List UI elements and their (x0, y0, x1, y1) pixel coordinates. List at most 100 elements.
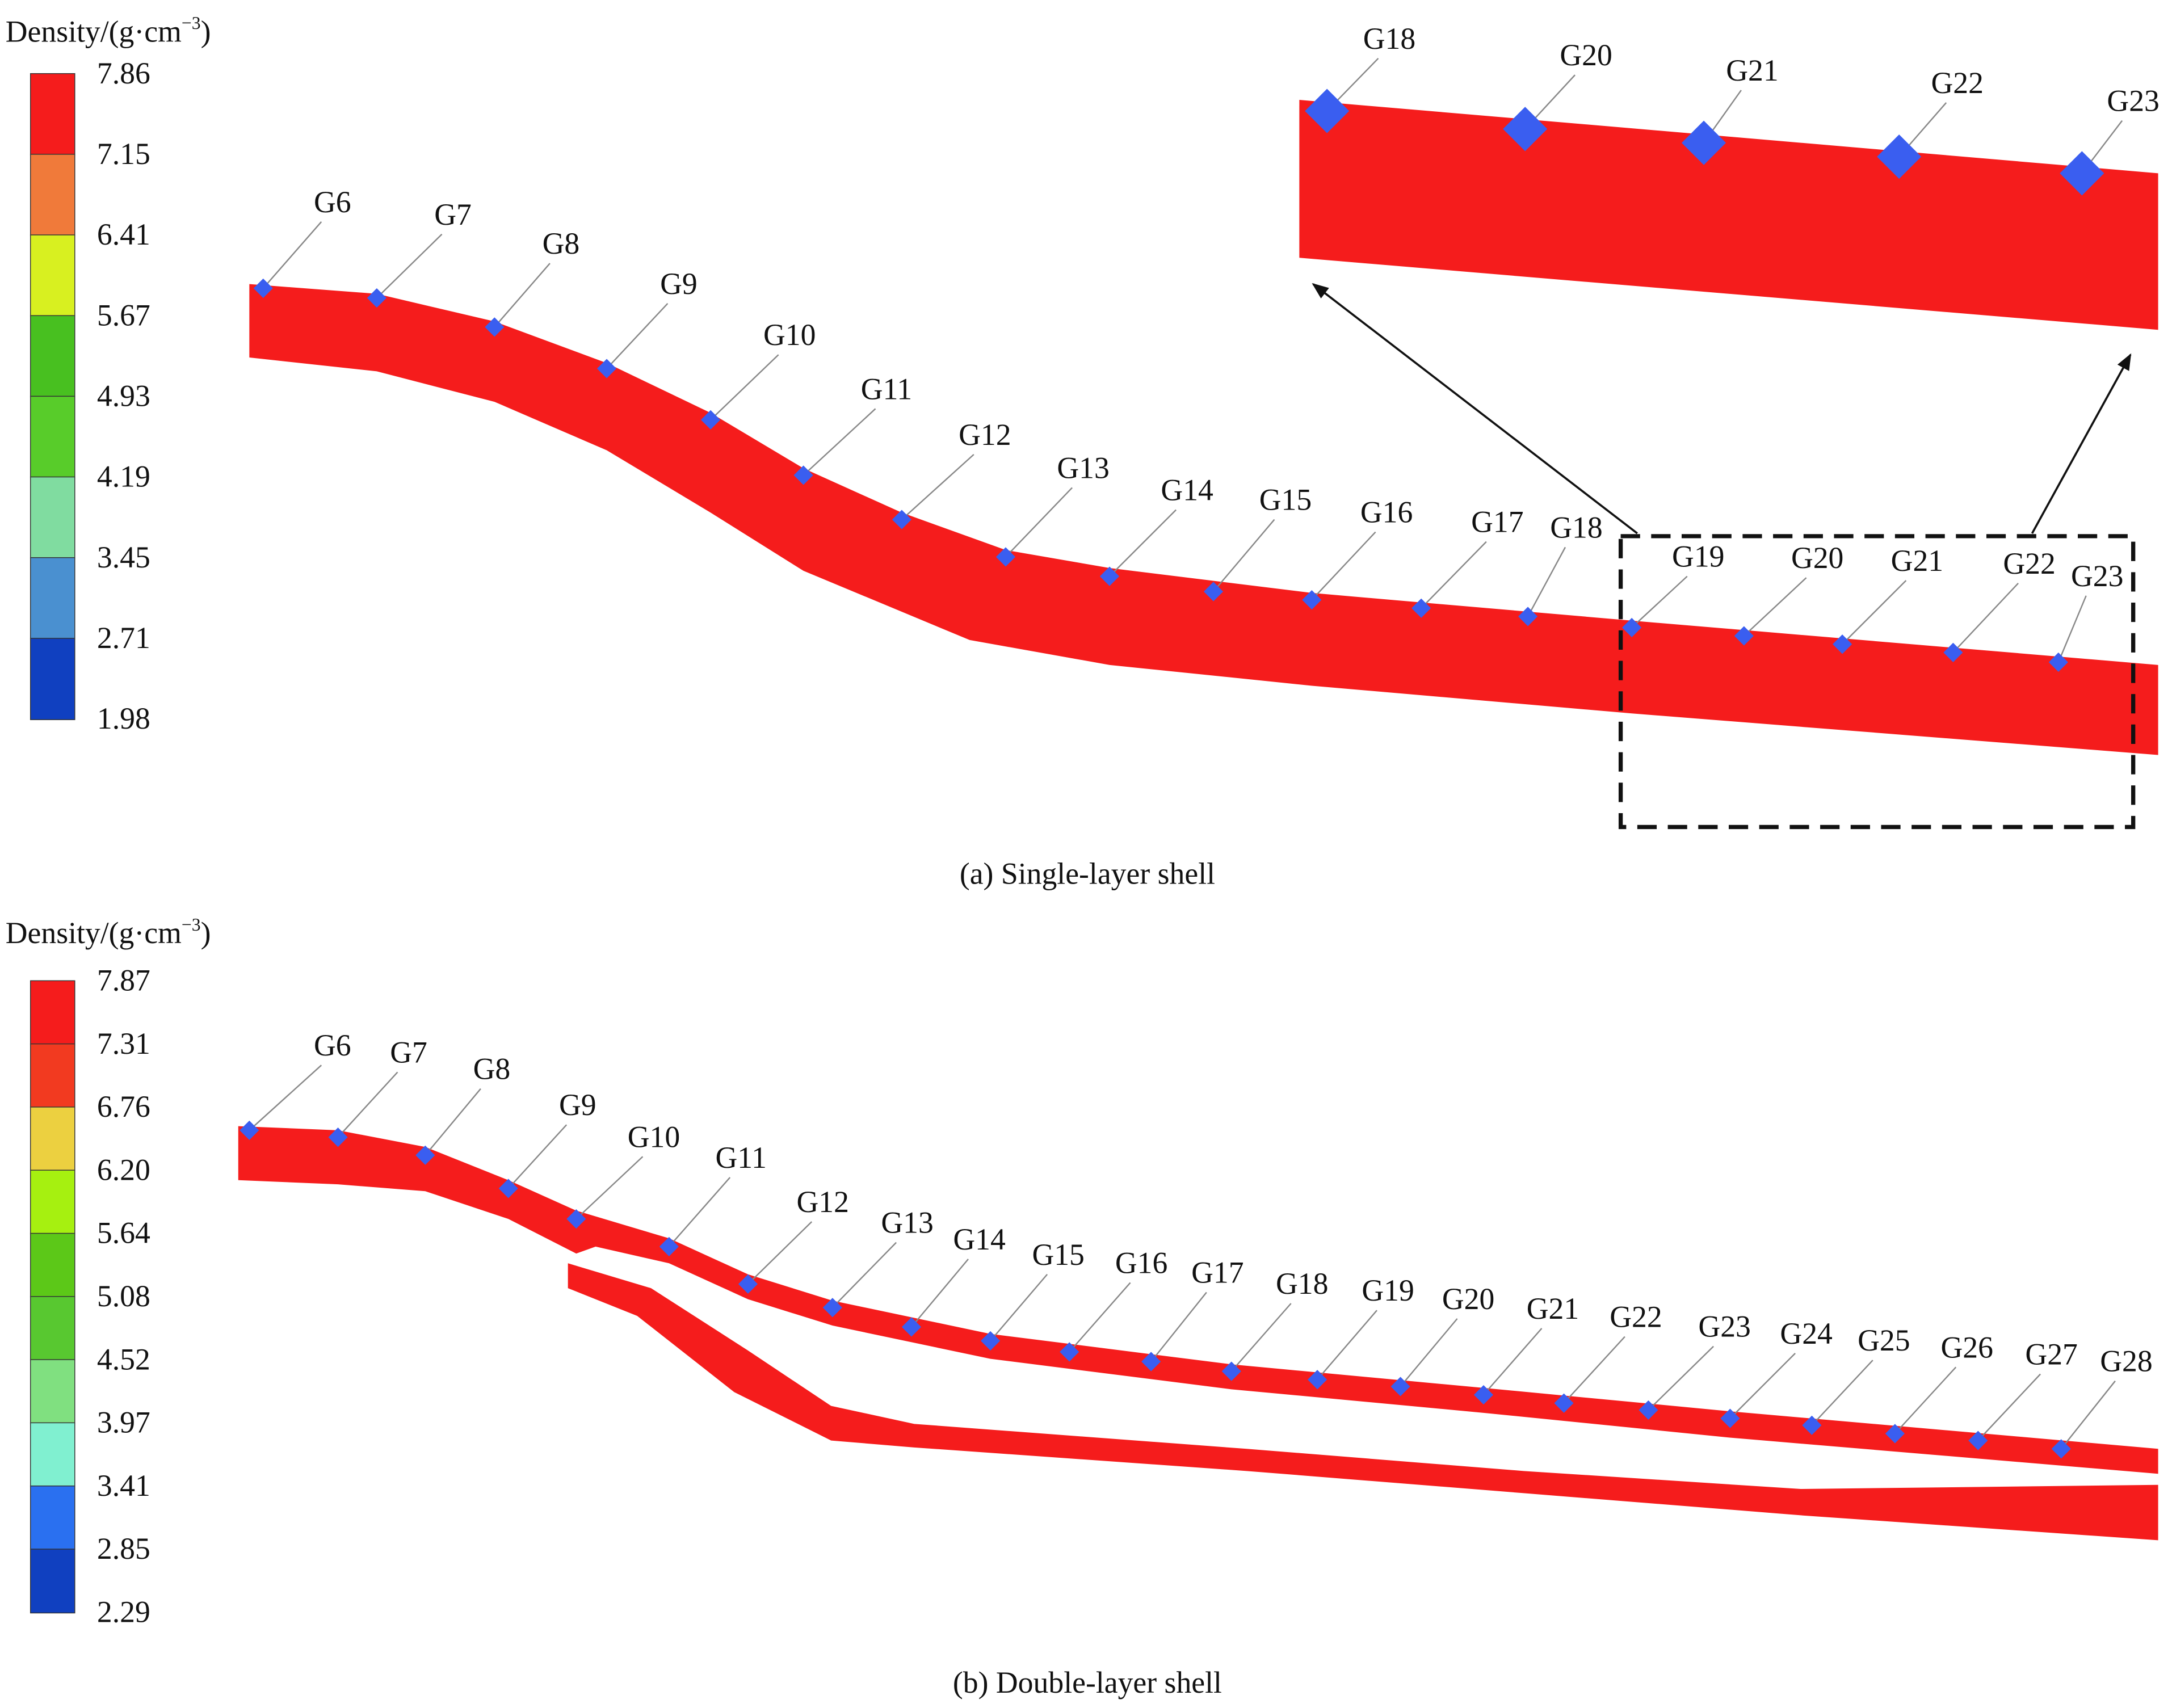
gauge-label: G22 (1931, 66, 1983, 100)
gauge-marker (995, 547, 1016, 567)
legend-swatch (30, 638, 75, 720)
gauge-label: G14 (1161, 473, 1213, 507)
gauge-label: G23 (2071, 559, 2123, 593)
legend-swatch (30, 1296, 75, 1361)
leader-line (1109, 509, 1177, 577)
leader-line (2057, 595, 2087, 663)
gauge-marker (1060, 1342, 1079, 1362)
gauge-label: G20 (1560, 38, 1612, 72)
gauge-label: G13 (1057, 451, 1109, 485)
caption: (a) Single-layer shell (960, 857, 1215, 891)
gauge-label: G18 (1550, 510, 1602, 544)
gauge-label: G21 (1726, 53, 1778, 87)
legend-label: 6.20 (97, 1152, 150, 1187)
legend-title-text: Density/(g·cm (6, 15, 182, 49)
leader-line (606, 302, 669, 369)
gauge-label: G23 (1698, 1310, 1750, 1344)
legend-label: 1.98 (97, 701, 150, 735)
gauge-marker (1885, 1424, 1905, 1444)
gauge-marker (2060, 151, 2104, 196)
legend-title-end: ) (201, 916, 211, 950)
gauge-label: G9 (660, 267, 698, 301)
zoom-arrow (1312, 283, 1639, 535)
legend-swatch (30, 1107, 75, 1172)
gauge-label: G26 (1941, 1330, 1993, 1364)
legend-label: 7.15 (97, 137, 150, 171)
gauge-marker (1305, 89, 1350, 133)
legend-swatch (30, 1169, 75, 1235)
gauge-marker (793, 465, 813, 485)
legend-title-end: ) (201, 15, 211, 49)
gauge-label: G20 (1442, 1282, 1494, 1316)
gauge-label: G28 (2100, 1344, 2152, 1378)
legend-label: 4.52 (97, 1342, 150, 1376)
gauge-label: G17 (1471, 505, 1523, 539)
leader-line (376, 233, 443, 298)
gauge-label: G6 (314, 185, 351, 219)
leader-line (1729, 1353, 1796, 1419)
leader-line (1648, 1345, 1714, 1411)
leader-line (911, 1259, 969, 1328)
leader-line (831, 1242, 897, 1309)
gauge-label: G19 (1362, 1273, 1414, 1307)
leader-line (1317, 1310, 1377, 1381)
gauge-label: G14 (953, 1222, 1005, 1256)
gauge-marker (498, 1179, 518, 1198)
legend-title: Density/(g·cm−3) (6, 915, 211, 950)
gauge-marker (1720, 1408, 1740, 1428)
legend-label: 3.45 (97, 540, 150, 574)
gauge-label: G8 (543, 226, 580, 260)
leader-line (1069, 1282, 1131, 1353)
leader-line (1483, 1328, 1543, 1395)
leader-line (803, 408, 876, 476)
gauge-marker (253, 278, 273, 298)
gauge-marker (596, 359, 617, 378)
leader-line (262, 221, 322, 289)
legend-swatch (30, 557, 75, 640)
legend-swatch (30, 1485, 75, 1550)
legend-label: 5.08 (97, 1279, 150, 1313)
gauge-label: G7 (434, 197, 472, 232)
leader-line (494, 263, 551, 328)
gauge-label: G16 (1360, 495, 1413, 529)
zoom-arrow (2031, 353, 2132, 534)
legend-label: 7.86 (97, 56, 150, 90)
legend-title-sup: −3 (182, 915, 201, 935)
legend-label: 2.85 (97, 1532, 150, 1566)
legend-label: 6.76 (97, 1089, 150, 1124)
gauge-marker (659, 1236, 679, 1257)
legend-swatch (30, 73, 75, 155)
legend-title-sup: −3 (182, 14, 201, 33)
leader-line (1842, 580, 1907, 645)
gauge-label: G27 (2025, 1337, 2077, 1372)
leader-line (337, 1071, 398, 1138)
gauge-marker (822, 1298, 842, 1318)
leader-line (575, 1156, 644, 1220)
gauge-marker (367, 288, 386, 308)
legend-swatch (30, 396, 75, 478)
legend-label: 6.41 (97, 217, 150, 251)
gauge-marker (700, 410, 721, 430)
legend-swatch (30, 476, 75, 559)
gauge-marker (1622, 617, 1642, 638)
gauge-label: G18 (1363, 22, 1415, 56)
legend-swatch (30, 1232, 75, 1298)
leader-line (1527, 546, 1566, 617)
gauge-marker (1833, 634, 1852, 654)
gauge-label: G24 (1780, 1316, 1832, 1351)
leader-line (1977, 1373, 2041, 1441)
gauge-label: G25 (1858, 1323, 1910, 1357)
leader-line (1005, 487, 1073, 558)
leader-line (1894, 1366, 1957, 1434)
legend-swatch (30, 1359, 75, 1424)
gauge-marker (1639, 1400, 1658, 1420)
gauge-label: G15 (1259, 483, 1312, 517)
gauge-label: G22 (1610, 1300, 1662, 1334)
leader-line (1952, 583, 2019, 653)
legend-label: 7.87 (97, 964, 150, 998)
legend-label: 4.93 (97, 379, 150, 413)
gauge-marker (1734, 626, 1754, 646)
gauge-label: G22 (2003, 546, 2055, 580)
gauge-marker (2051, 1439, 2071, 1459)
gauge-label: G10 (628, 1120, 680, 1154)
